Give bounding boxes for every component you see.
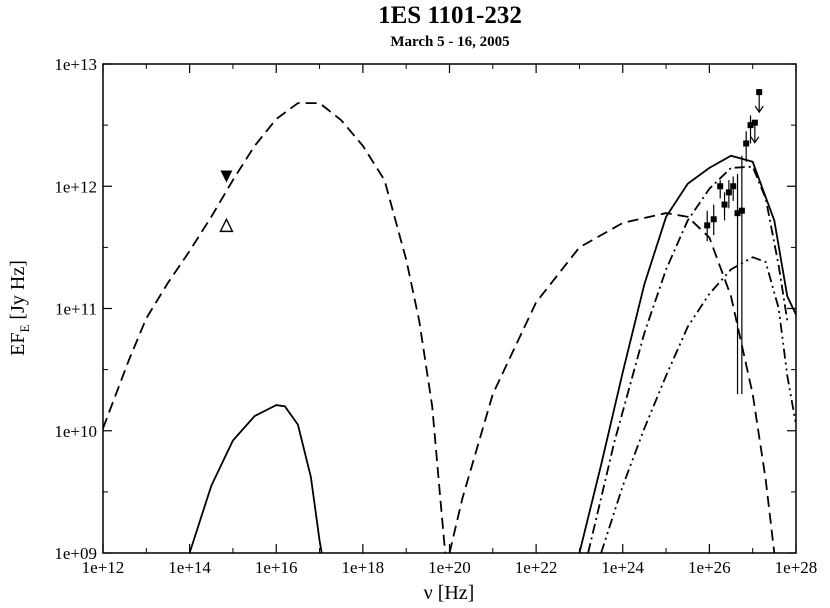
y-tick-label: 1e+13	[54, 55, 97, 74]
y-tick-label: 1e+11	[55, 300, 97, 319]
y-axis-label: EFE [Jy Hz]	[7, 260, 32, 356]
optical-marker-filled	[220, 170, 233, 183]
y-tick-label: 1e+12	[54, 177, 97, 196]
model-curve-solid	[188, 404, 323, 554]
x-tick-label: 1e+20	[428, 558, 471, 577]
gamma-data-point	[730, 183, 737, 190]
x-axis-label: ν [Hz]	[424, 582, 475, 604]
chart-title: 1ES 1101-232	[378, 2, 522, 29]
model-curves	[102, 102, 797, 554]
model-curve-solid	[578, 154, 797, 554]
gamma-data-point	[743, 140, 750, 147]
gamma-data-point	[717, 183, 724, 190]
x-tick-label: 1e+22	[515, 558, 558, 577]
optical-marker-open	[219, 217, 234, 233]
gamma-data-point	[704, 222, 711, 229]
gamma-data-point	[738, 207, 745, 214]
x-tick-label: 1e+18	[342, 558, 385, 577]
data-markers	[219, 89, 764, 395]
gamma-data-point	[710, 216, 717, 223]
axis-ticks	[102, 63, 797, 554]
plot-frame	[102, 63, 797, 554]
model-curve-dashed	[448, 212, 776, 554]
gamma-data-point	[747, 122, 754, 129]
model-curve-dashed	[102, 102, 447, 554]
chart-subtitle: March 5 - 16, 2005	[390, 34, 510, 50]
x-tick-label: 1e+24	[601, 558, 644, 577]
x-tick-label: 1e+16	[255, 558, 298, 577]
x-tick-label: 1e+28	[775, 558, 818, 577]
x-tick-label: 1e+26	[688, 558, 731, 577]
upper-limit-arrow	[754, 105, 764, 114]
axis-tick-labels: 1e+12 1e+14 1e+16 1e+18 1e+20 1e+22 1e+24 1e+26…	[54, 55, 817, 577]
x-tick-label: 1e+14	[168, 558, 211, 577]
upper-limit-arrow	[750, 136, 760, 144]
gamma-data-point	[725, 189, 732, 196]
model-curve-dashdotdot	[600, 256, 797, 554]
x-tick-label: 1e+12	[82, 558, 125, 577]
y-tick-label: 1e+10	[54, 422, 97, 441]
y-tick-label: 1e+09	[54, 544, 97, 563]
gamma-data-point	[721, 201, 728, 208]
model-curve-dashdot	[587, 165, 789, 554]
gamma-data-point	[734, 210, 741, 217]
